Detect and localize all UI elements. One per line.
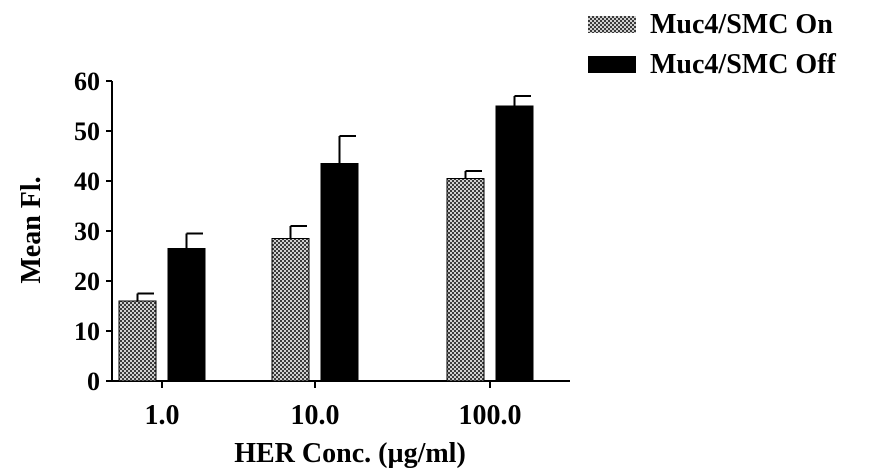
bar	[118, 300, 157, 382]
y-tick-label: 30	[74, 217, 100, 246]
y-tick-label: 0	[87, 367, 100, 396]
bar	[446, 178, 485, 382]
x-axis-label: HER Conc. (µg/ml)	[234, 438, 466, 469]
y-tick-label: 20	[74, 267, 100, 296]
x-tick-label: 1.0	[145, 400, 180, 431]
legend-swatch	[588, 56, 636, 73]
x-tick-label: 100.0	[459, 400, 522, 431]
y-tick-label: 50	[74, 117, 100, 146]
legend-label: Muc4/SMC Off	[650, 49, 837, 80]
bar	[167, 248, 206, 382]
y-tick-label: 10	[74, 317, 100, 346]
legend: Muc4/SMC On Muc4/SMC Off	[588, 9, 837, 80]
y-axis-label: Mean Fl.	[16, 176, 47, 283]
y-tick-label: 40	[74, 167, 100, 196]
bar	[495, 105, 534, 382]
x-tick-label: 10.0	[291, 400, 340, 431]
legend-swatch	[588, 16, 636, 33]
legend-label: Muc4/SMC On	[650, 9, 833, 40]
bar	[271, 238, 310, 382]
y-tick-label: 60	[74, 67, 100, 96]
bar	[320, 163, 359, 382]
